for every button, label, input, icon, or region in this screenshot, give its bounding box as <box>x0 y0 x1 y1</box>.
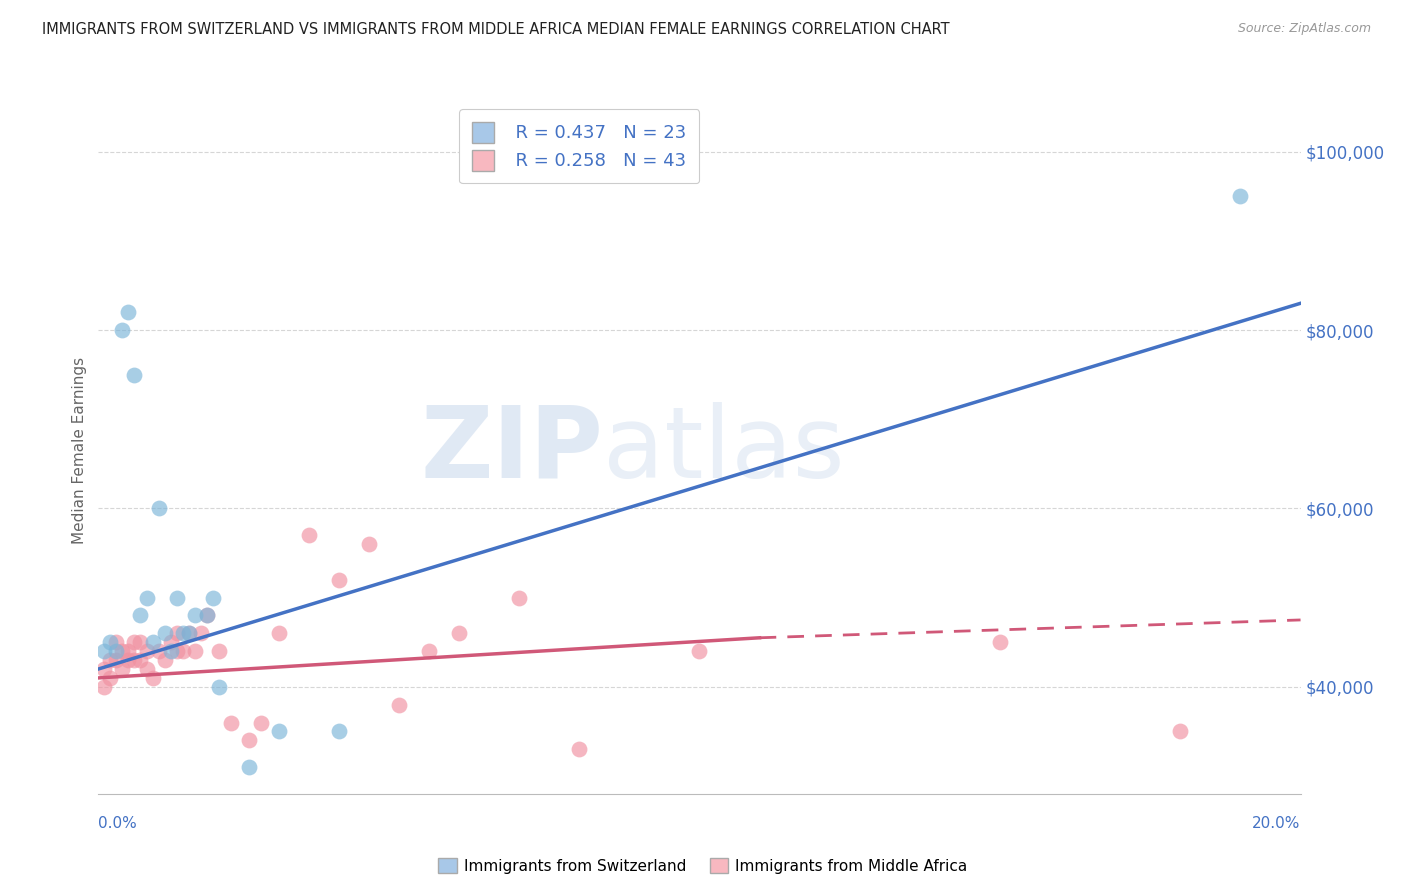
Point <box>135 591 157 605</box>
Point <box>688 644 710 658</box>
Point <box>172 626 194 640</box>
Point <box>117 644 139 658</box>
Point <box>148 644 170 658</box>
Point <box>418 644 440 658</box>
Point <box>100 653 122 667</box>
Point <box>201 591 224 605</box>
Point <box>238 760 260 774</box>
Legend:   R = 0.437   N = 23,   R = 0.258   N = 43: R = 0.437 N = 23, R = 0.258 N = 43 <box>460 109 699 184</box>
Text: ZIP: ZIP <box>420 402 603 499</box>
Point <box>124 368 146 382</box>
Point <box>100 635 122 649</box>
Point <box>129 635 152 649</box>
Point <box>357 537 380 551</box>
Y-axis label: Median Female Earnings: Median Female Earnings <box>72 357 87 544</box>
Point <box>183 644 205 658</box>
Point <box>208 680 231 694</box>
Point <box>129 608 152 623</box>
Point <box>117 305 139 319</box>
Point <box>1170 724 1192 739</box>
Point <box>166 626 188 640</box>
Point <box>148 501 170 516</box>
Point <box>267 724 290 739</box>
Text: Source: ZipAtlas.com: Source: ZipAtlas.com <box>1237 22 1371 36</box>
Point <box>117 653 139 667</box>
Point <box>93 662 115 676</box>
Point <box>988 635 1011 649</box>
Point <box>177 626 200 640</box>
Point <box>141 635 163 649</box>
Point <box>111 323 134 337</box>
Point <box>159 644 181 658</box>
Point <box>159 635 181 649</box>
Point <box>135 662 157 676</box>
Point <box>93 680 115 694</box>
Point <box>105 635 128 649</box>
Point <box>129 653 152 667</box>
Point <box>219 715 242 730</box>
Point <box>238 733 260 747</box>
Point <box>195 608 218 623</box>
Point <box>508 591 530 605</box>
Point <box>141 671 163 685</box>
Point <box>388 698 411 712</box>
Point <box>249 715 271 730</box>
Text: 0.0%: 0.0% <box>98 816 138 831</box>
Point <box>124 653 146 667</box>
Point <box>267 626 290 640</box>
Point <box>183 608 205 623</box>
Point <box>105 644 128 658</box>
Point <box>195 608 218 623</box>
Point <box>135 644 157 658</box>
Point <box>447 626 470 640</box>
Point <box>298 528 321 542</box>
Point <box>153 626 176 640</box>
Point <box>111 644 134 658</box>
Point <box>172 644 194 658</box>
Point <box>568 742 591 756</box>
Point <box>328 573 350 587</box>
Point <box>177 626 200 640</box>
Legend: Immigrants from Switzerland, Immigrants from Middle Africa: Immigrants from Switzerland, Immigrants … <box>432 852 974 880</box>
Point <box>208 644 231 658</box>
Text: 20.0%: 20.0% <box>1253 816 1301 831</box>
Point <box>93 644 115 658</box>
Point <box>111 662 134 676</box>
Text: IMMIGRANTS FROM SWITZERLAND VS IMMIGRANTS FROM MIDDLE AFRICA MEDIAN FEMALE EARNI: IMMIGRANTS FROM SWITZERLAND VS IMMIGRANT… <box>42 22 950 37</box>
Point <box>328 724 350 739</box>
Point <box>166 591 188 605</box>
Point <box>105 653 128 667</box>
Point <box>153 653 176 667</box>
Text: atlas: atlas <box>603 402 845 499</box>
Point <box>1229 189 1251 203</box>
Point <box>190 626 212 640</box>
Point <box>124 635 146 649</box>
Point <box>100 671 122 685</box>
Point <box>166 644 188 658</box>
